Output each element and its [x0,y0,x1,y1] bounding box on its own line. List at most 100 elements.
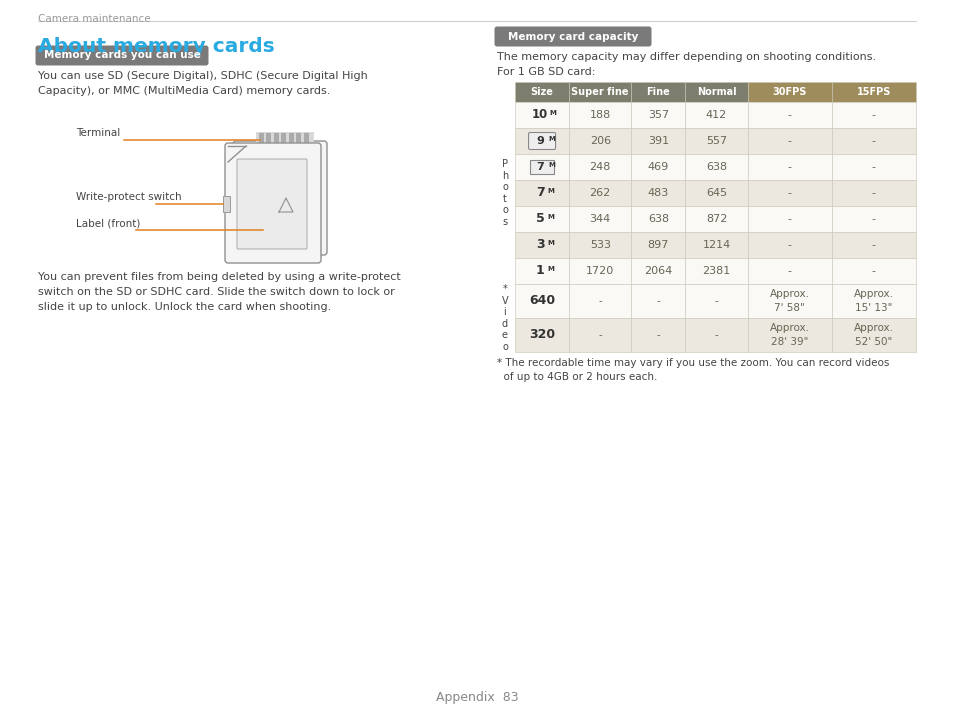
Bar [530,160,554,174]
Text: 357: 357 [647,110,668,120]
Bar [515,206,569,232]
Bar [631,232,684,258]
Text: M: M [546,240,554,246]
Bar [569,318,631,352]
Text: -: - [787,188,791,198]
Bar [684,206,747,232]
Text: 206: 206 [589,136,610,146]
Bar [747,128,831,154]
Text: Fine: Fine [646,87,670,97]
Bar [281,133,286,145]
Text: Appendix  83: Appendix 83 [436,691,517,704]
Bar [515,82,569,102]
Text: 640: 640 [529,294,555,307]
Bar [831,284,915,318]
Bar [296,133,301,145]
Text: -: - [787,214,791,224]
Text: M: M [546,188,554,194]
Bar [747,180,831,206]
Text: 412: 412 [705,110,726,120]
Text: 533: 533 [589,240,610,250]
Bar [831,82,915,102]
Bar [569,82,631,102]
Bar [515,180,569,206]
Text: Memory cards you can use: Memory cards you can use [44,50,200,60]
Bar [515,232,569,258]
Text: -: - [787,162,791,172]
Text: The memory capacity may differ depending on shooting conditions.
For 1 GB SD car: The memory capacity may differ depending… [497,52,875,77]
Bar [684,232,747,258]
Text: 638: 638 [705,162,726,172]
Text: 262: 262 [589,188,610,198]
Text: 897: 897 [647,240,668,250]
Bar [831,154,915,180]
Bar [684,180,747,206]
FancyBboxPatch shape [494,27,651,47]
Text: -: - [871,162,875,172]
Text: 1720: 1720 [585,266,614,276]
Text: Terminal: Terminal [76,128,120,138]
Text: -: - [787,136,791,146]
Text: 557: 557 [705,136,726,146]
Text: -: - [714,330,718,340]
Text: M: M [546,214,554,220]
Text: You can prevent files from being deleted by using a write-protect
switch on the : You can prevent files from being deleted… [38,272,400,312]
Bar [274,133,278,145]
Bar [631,82,684,102]
Text: -: - [871,110,875,120]
Text: 3: 3 [536,238,544,251]
FancyBboxPatch shape [233,141,327,255]
Text: 483: 483 [647,188,668,198]
Text: About memory cards: About memory cards [38,37,274,56]
Text: Approx.
52' 50": Approx. 52' 50" [853,323,893,347]
Text: 15FPS: 15FPS [856,87,890,97]
Bar [831,180,915,206]
Bar [747,206,831,232]
Text: 344: 344 [589,214,610,224]
Bar [684,128,747,154]
Bar [631,258,684,284]
Text: *
V
i
d
e
o: * V i d e o [501,284,508,352]
Text: 188: 188 [589,110,610,120]
FancyBboxPatch shape [35,45,209,66]
Bar [515,258,569,284]
Bar [223,196,230,212]
Text: -: - [871,188,875,198]
FancyBboxPatch shape [528,132,555,150]
Bar [258,133,264,145]
Bar [569,258,631,284]
Text: -: - [787,110,791,120]
Text: 2064: 2064 [643,266,672,276]
Text: 645: 645 [705,188,726,198]
Bar [747,318,831,352]
Text: -: - [598,296,601,306]
Bar [831,258,915,284]
Text: Camera maintenance: Camera maintenance [38,14,151,24]
Bar [684,258,747,284]
Text: Memory card capacity: Memory card capacity [507,32,638,42]
Text: Normal: Normal [696,87,736,97]
Bar [831,206,915,232]
Bar [515,318,569,352]
Text: 7: 7 [536,162,543,172]
Text: 320: 320 [529,328,555,341]
Bar [515,154,569,180]
Bar [747,284,831,318]
Bar [747,258,831,284]
Bar [684,154,747,180]
Bar [631,206,684,232]
Text: 248: 248 [589,162,610,172]
Bar [747,102,831,128]
Text: 30FPS: 30FPS [772,87,806,97]
Text: * The recordable time may vary if you use the zoom. You can record videos
  of u: * The recordable time may vary if you us… [497,358,888,382]
Bar [255,132,314,146]
Text: -: - [598,330,601,340]
Text: -: - [871,136,875,146]
Bar [304,133,309,145]
Bar [747,154,831,180]
Text: 7: 7 [536,186,544,199]
Text: P
h
o
t
o
s: P h o t o s [501,159,508,227]
Text: You can use SD (Secure Digital), SDHC (Secure Digital High
Capacity), or MMC (Mu: You can use SD (Secure Digital), SDHC (S… [38,71,367,96]
Text: -: - [656,330,659,340]
Text: Approx.
28' 39": Approx. 28' 39" [769,323,809,347]
